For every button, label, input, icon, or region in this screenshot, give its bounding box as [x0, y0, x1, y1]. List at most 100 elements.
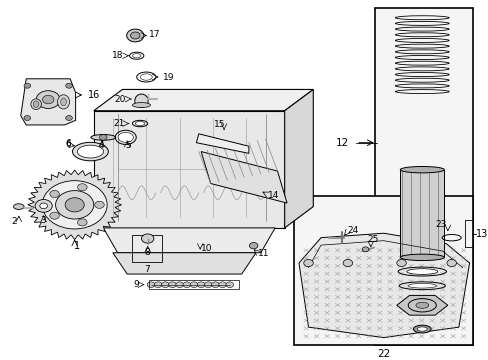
Circle shape	[446, 260, 455, 267]
Polygon shape	[131, 30, 139, 36]
Text: 17: 17	[148, 30, 160, 39]
Circle shape	[303, 260, 313, 267]
Circle shape	[190, 282, 198, 288]
Circle shape	[42, 181, 107, 229]
Polygon shape	[28, 170, 121, 240]
Circle shape	[35, 199, 52, 212]
Circle shape	[197, 282, 204, 288]
Text: 20: 20	[115, 95, 126, 104]
Polygon shape	[135, 30, 143, 36]
Ellipse shape	[91, 135, 116, 140]
Polygon shape	[94, 89, 313, 111]
Text: 16: 16	[87, 90, 100, 100]
Bar	[400, 170, 444, 257]
Circle shape	[95, 201, 104, 208]
Circle shape	[249, 242, 257, 249]
Ellipse shape	[33, 101, 39, 107]
Circle shape	[130, 32, 140, 39]
Text: 5: 5	[125, 141, 131, 150]
Ellipse shape	[72, 142, 108, 161]
Text: 23: 23	[435, 220, 446, 229]
Circle shape	[154, 282, 162, 288]
Text: 2: 2	[11, 217, 17, 226]
Bar	[294, 196, 472, 345]
Polygon shape	[298, 233, 468, 338]
Ellipse shape	[415, 302, 428, 308]
Polygon shape	[196, 134, 248, 153]
Polygon shape	[135, 36, 143, 41]
Circle shape	[50, 212, 59, 219]
Circle shape	[225, 282, 233, 288]
Circle shape	[56, 190, 94, 219]
Circle shape	[343, 260, 352, 267]
Ellipse shape	[58, 95, 69, 109]
Text: 24: 24	[346, 226, 358, 235]
Circle shape	[99, 135, 107, 140]
Circle shape	[24, 83, 31, 88]
Circle shape	[168, 282, 176, 288]
Text: 14: 14	[267, 192, 279, 201]
Polygon shape	[131, 36, 139, 41]
Polygon shape	[94, 111, 284, 228]
Circle shape	[65, 83, 72, 88]
Circle shape	[176, 282, 183, 288]
Circle shape	[211, 282, 219, 288]
Circle shape	[24, 116, 31, 121]
Polygon shape	[126, 30, 135, 36]
Circle shape	[147, 282, 155, 288]
Bar	[148, 280, 239, 289]
Polygon shape	[396, 296, 447, 315]
Ellipse shape	[61, 98, 66, 106]
Text: 4: 4	[98, 141, 103, 150]
Bar	[375, 8, 472, 345]
Ellipse shape	[132, 103, 150, 108]
Text: 11: 11	[258, 249, 269, 258]
Polygon shape	[103, 228, 275, 253]
Polygon shape	[126, 36, 135, 41]
Circle shape	[218, 282, 226, 288]
Text: 9: 9	[133, 280, 139, 289]
Text: 3: 3	[40, 216, 45, 225]
Polygon shape	[201, 152, 286, 203]
Text: 8: 8	[144, 248, 150, 257]
Ellipse shape	[132, 54, 141, 58]
Ellipse shape	[406, 269, 437, 274]
Circle shape	[78, 219, 87, 226]
Ellipse shape	[413, 325, 430, 333]
Circle shape	[36, 91, 60, 108]
Bar	[132, 235, 162, 262]
Circle shape	[78, 184, 87, 191]
Polygon shape	[284, 89, 313, 228]
Ellipse shape	[407, 283, 436, 288]
Polygon shape	[113, 253, 256, 274]
Ellipse shape	[135, 94, 148, 108]
Text: 10: 10	[201, 244, 212, 253]
Ellipse shape	[398, 282, 445, 290]
Circle shape	[141, 234, 154, 243]
Circle shape	[161, 282, 169, 288]
Text: 22: 22	[376, 349, 389, 359]
Ellipse shape	[140, 74, 152, 80]
Circle shape	[65, 198, 84, 212]
Text: 12: 12	[335, 138, 348, 148]
Text: 6: 6	[65, 139, 71, 148]
Circle shape	[183, 282, 190, 288]
Text: 7: 7	[144, 265, 150, 274]
Polygon shape	[20, 79, 76, 125]
Circle shape	[65, 116, 72, 121]
Text: 21: 21	[113, 119, 124, 128]
Text: 13: 13	[475, 229, 487, 239]
Circle shape	[40, 203, 47, 209]
Text: 6: 6	[65, 140, 71, 149]
Circle shape	[396, 260, 406, 267]
Text: 25: 25	[366, 235, 378, 244]
Text: 15: 15	[213, 121, 224, 130]
Ellipse shape	[118, 132, 133, 142]
Ellipse shape	[400, 254, 444, 261]
Ellipse shape	[31, 99, 41, 109]
Text: 18: 18	[112, 51, 123, 60]
Ellipse shape	[417, 327, 427, 331]
Circle shape	[50, 190, 59, 198]
Circle shape	[204, 282, 212, 288]
Text: 19: 19	[163, 72, 174, 81]
